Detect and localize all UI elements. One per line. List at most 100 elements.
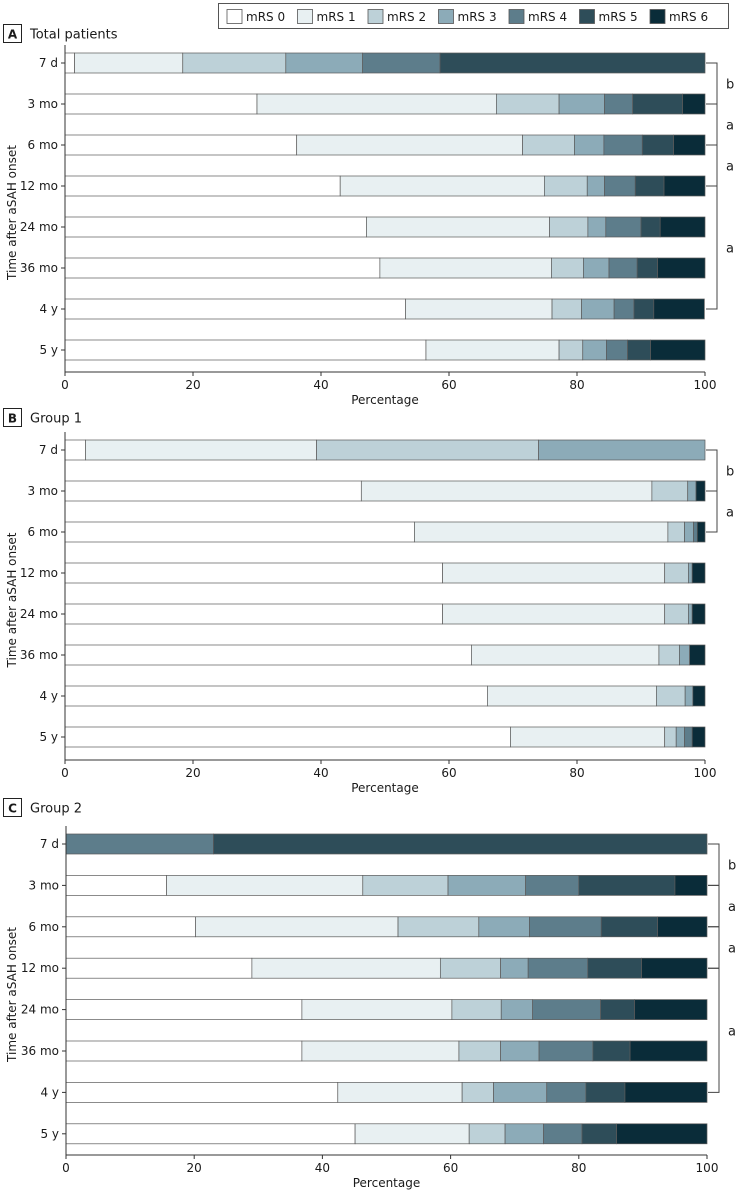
category-label: 24 mo: [21, 1003, 59, 1017]
bar-segment: [695, 480, 706, 502]
bar-segment: [461, 1082, 494, 1103]
bar-segment: [195, 916, 399, 938]
category-label: 6 mo: [28, 138, 58, 152]
bar-segment: [627, 339, 651, 361]
bar-segment: [663, 175, 706, 197]
bar-segment: [525, 875, 580, 896]
x-tick-label: 100: [694, 766, 717, 780]
bar-segment: [673, 134, 706, 156]
bar-segment: [64, 134, 298, 156]
bar-segment: [301, 1040, 460, 1062]
bar-segment: [641, 957, 708, 979]
bar-segment: [636, 257, 658, 279]
bar-segment: [688, 562, 693, 584]
significance-bracket: [708, 884, 720, 928]
bar-segment: [657, 257, 706, 279]
x-tick-label: 100: [696, 1161, 719, 1175]
bar-segment: [442, 562, 666, 584]
bar-segment: [337, 1082, 463, 1103]
bar-segment: [65, 957, 253, 979]
bar-segment: [634, 175, 665, 197]
legend-swatch: [649, 9, 666, 24]
bar-segment: [447, 875, 526, 896]
bar-segment: [558, 339, 584, 361]
x-tick-label: 40: [313, 766, 328, 780]
category-label: 36 mo: [20, 261, 58, 275]
bar-segment: [414, 521, 669, 543]
panel-letter-box: [3, 24, 22, 43]
bar-segment: [64, 480, 362, 502]
bar-segment: [74, 52, 184, 74]
bar-segment: [500, 999, 533, 1020]
bar-segment: [675, 726, 685, 748]
bar-segment: [674, 875, 708, 896]
category-label: 5 y: [39, 730, 58, 744]
bar-segment: [504, 1123, 544, 1145]
bar-segment: [471, 644, 660, 666]
bar-segment: [606, 339, 628, 361]
legend-swatch: [508, 9, 525, 24]
panel-title: Group 2: [30, 802, 82, 817]
significance-bracket: [706, 62, 718, 105]
x-tick-label: 40: [313, 378, 328, 392]
x-tick-label: 40: [315, 1161, 330, 1175]
bar-segment: [366, 216, 550, 238]
bar-segment: [532, 999, 601, 1020]
category-label: 36 mo: [20, 648, 58, 662]
bar-segment: [362, 875, 449, 896]
bar-segment: [684, 685, 694, 707]
bar-segment: [64, 257, 381, 279]
legend-label: mRS 4: [528, 10, 567, 24]
significance-label: b: [728, 859, 736, 874]
bar-segment: [65, 1040, 303, 1062]
bar-segment: [667, 521, 685, 543]
bar-segment: [496, 93, 560, 115]
bar-segment: [316, 439, 539, 461]
x-axis-label: Percentage: [353, 1176, 421, 1190]
bar-segment: [543, 1123, 583, 1145]
bar-segment: [439, 52, 706, 74]
bar-segment: [592, 1040, 631, 1062]
bar-segment: [379, 257, 552, 279]
x-tick-label: 100: [694, 378, 717, 392]
bar-segment: [551, 298, 582, 320]
x-tick-label: 60: [441, 766, 456, 780]
legend-swatch: [226, 9, 243, 24]
legend-swatch: [367, 9, 384, 24]
y-axis-label: Time after aSAH onset: [5, 532, 19, 668]
significance-bracket: [706, 490, 718, 533]
x-tick-label: 60: [443, 1161, 458, 1175]
x-tick-label: 0: [61, 378, 69, 392]
x-tick-label: 20: [187, 1161, 202, 1175]
category-label: 7 d: [40, 837, 59, 851]
bar-segment: [64, 216, 367, 238]
significance-bracket: [706, 144, 718, 187]
bar-segment: [442, 603, 666, 625]
bar-segment: [64, 298, 406, 320]
bar-segment: [493, 1082, 548, 1103]
bar-segment: [691, 562, 706, 584]
bar-segment: [687, 480, 697, 502]
bar-segment: [616, 1123, 708, 1145]
bar-segment: [64, 439, 86, 461]
category-label: 12 mo: [21, 961, 59, 975]
bar-segment: [696, 521, 706, 543]
legend-label: mRS 0: [246, 10, 285, 24]
category-label: 24 mo: [20, 607, 58, 621]
bar-segment: [478, 916, 530, 938]
panel-letter: B: [8, 412, 17, 426]
legend: mRS 0 mRS 1 mRS 2 mRS 3 mRS 4 mRS 5 mRS 6: [218, 3, 729, 29]
bar-segment: [583, 257, 610, 279]
bar-segment: [339, 175, 545, 197]
bar-segment: [664, 726, 677, 748]
bar-segment: [684, 521, 694, 543]
significance-label: a: [726, 160, 734, 175]
bar-segment: [500, 957, 529, 979]
bar-segment: [664, 603, 689, 625]
category-label: 3 mo: [28, 484, 58, 498]
bar-segment: [691, 603, 706, 625]
panel-title: Group 1: [30, 412, 82, 427]
legend-swatch: [438, 9, 454, 24]
panel-c: C Group 2 Time after aSAH onset 7 d 3 mo 6 mo…: [3, 798, 736, 1190]
panel-letter-box: [3, 798, 22, 817]
